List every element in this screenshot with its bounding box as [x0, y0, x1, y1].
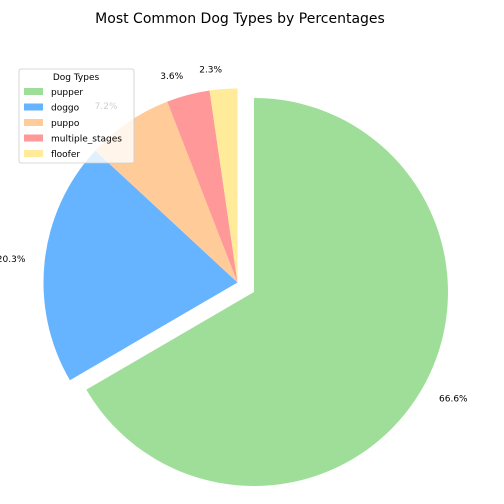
pie-slice-floofer — [209, 88, 238, 283]
slices-layer — [43, 88, 448, 486]
legend-label-puppo: puppo — [51, 119, 80, 129]
slice-label-pupper: 66.6% — [439, 394, 468, 404]
legend-label-floofer: floofer — [51, 150, 80, 160]
legend-label-multiple-stages: multiple_stages — [51, 135, 122, 145]
slice-label-doggo: 20.3% — [0, 255, 26, 265]
pie-slice-pupper — [86, 97, 448, 486]
legend-swatch-multiple-stages — [24, 134, 43, 142]
legend-swatch-floofer — [24, 150, 43, 157]
legend-label-pupper: pupper — [51, 88, 83, 98]
slice-label-multiple-stages: 3.6% — [160, 72, 183, 82]
slice-label-floofer: 2.3% — [199, 66, 222, 76]
pie-slice-doggo — [43, 150, 238, 381]
legend-swatch-pupper — [24, 88, 43, 95]
legend: Dog Types pupper doggo puppo multiple_stage… — [18, 68, 135, 164]
legend-swatch-puppo — [24, 119, 43, 126]
pie-slice-multiple-stages — [167, 90, 238, 283]
legend-label-doggo: doggo — [51, 104, 80, 114]
legend-title: Dog Types — [53, 73, 100, 83]
legend-swatch-doggo — [24, 103, 43, 111]
legend-frame — [18, 68, 135, 164]
chart-title: Most Common Dog Types by Percentages — [95, 11, 385, 27]
